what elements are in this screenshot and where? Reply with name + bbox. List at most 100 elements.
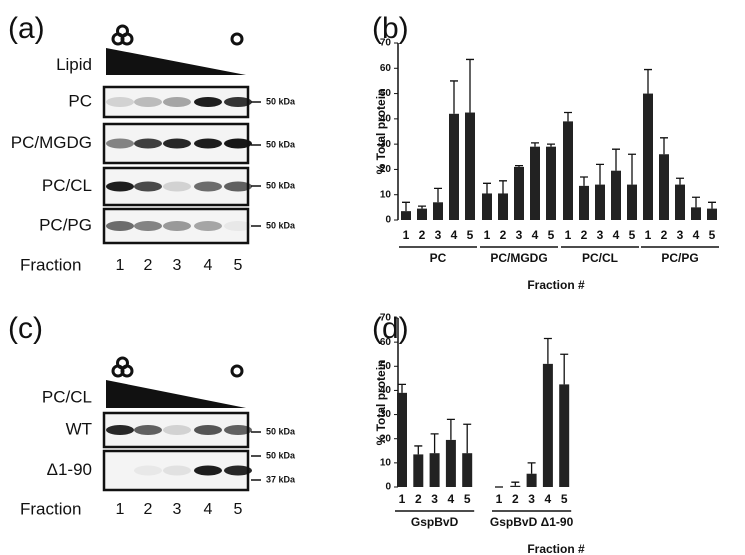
error-bar	[430, 433, 439, 454]
x-tick-label: 1	[496, 492, 503, 506]
error-bar	[644, 68, 652, 94]
band	[163, 425, 191, 435]
x-tick-label: 1	[645, 228, 652, 242]
x-tick-label: 3	[435, 228, 442, 242]
fraction-number: 3	[173, 257, 182, 274]
bar	[526, 473, 537, 487]
error-bar	[531, 142, 539, 147]
x-tick-label: 2	[581, 228, 588, 242]
error-bar	[463, 423, 472, 454]
x-axis-label: Fraction #	[527, 278, 585, 292]
bar	[530, 146, 540, 220]
error-bar	[483, 182, 491, 194]
group-label: GspBvD	[411, 515, 459, 529]
y-tick-label: 30	[380, 409, 392, 420]
marker-label: 50 kDa	[266, 220, 296, 230]
bar	[579, 185, 589, 220]
x-tick-label: 2	[415, 492, 422, 506]
band	[106, 425, 134, 435]
x-tick-label: 3	[516, 228, 523, 242]
fraction-number: 3	[173, 501, 182, 518]
y-tick-label: 50	[380, 88, 392, 99]
band	[134, 138, 162, 149]
error-bar	[446, 418, 455, 440]
x-tick-label: 4	[545, 492, 552, 506]
panel-label: (b)	[372, 12, 409, 45]
error-bar	[676, 177, 684, 185]
y-tick-label: 70	[380, 313, 392, 324]
y-tick-label: 40	[380, 113, 392, 124]
fraction-number: 5	[234, 257, 243, 274]
bar	[429, 453, 440, 487]
fraction-number: 4	[204, 501, 213, 518]
band	[163, 181, 191, 192]
panel-label: (a)	[8, 12, 45, 45]
y-tick-label: 60	[380, 63, 392, 74]
bar	[563, 121, 573, 220]
x-tick-label: 4	[613, 228, 620, 242]
row-label: WT	[66, 419, 92, 438]
error-bar	[527, 462, 536, 474]
bar	[514, 166, 524, 220]
icon	[116, 356, 129, 370]
band	[194, 138, 222, 149]
x-tick-label: 1	[399, 492, 406, 506]
gradient-triangle	[106, 380, 246, 408]
blot-header: Lipid	[56, 55, 92, 74]
x-tick-label: 1	[565, 228, 572, 242]
error-bar	[628, 153, 636, 185]
error-bar	[543, 337, 552, 364]
bar	[482, 193, 492, 220]
fraction-number: 4	[204, 257, 213, 274]
band	[224, 221, 252, 231]
row-label: PC/MGDG	[11, 133, 92, 152]
icon	[230, 364, 244, 378]
band	[224, 465, 252, 476]
blot-header: PC/CL	[42, 387, 92, 406]
bar	[433, 202, 443, 220]
bar	[510, 485, 521, 487]
marker-label: 37 kDa	[266, 474, 296, 484]
band	[134, 221, 162, 231]
error-bar	[612, 148, 620, 171]
bar	[445, 439, 456, 487]
x-tick-label: 2	[661, 228, 668, 242]
band	[163, 97, 191, 107]
error-bar	[564, 111, 572, 122]
error-bar	[418, 205, 426, 209]
bar	[691, 207, 701, 220]
x-tick-label: 3	[431, 492, 438, 506]
band	[134, 181, 162, 192]
error-bar	[547, 143, 555, 147]
x-tick-label: 3	[597, 228, 604, 242]
x-tick-label: 5	[467, 228, 474, 242]
band	[106, 221, 134, 231]
group-label: PC/MGDG	[490, 251, 547, 265]
marker-label: 50 kDa	[266, 426, 296, 436]
bar	[401, 211, 411, 220]
band	[224, 181, 252, 192]
bar	[465, 112, 475, 220]
error-bar	[596, 163, 604, 185]
x-tick-label: 4	[451, 228, 458, 242]
gradient-triangle	[106, 48, 246, 75]
y-tick-label: 20	[380, 164, 392, 175]
fraction-number: 1	[116, 257, 125, 274]
group-label: GspBvD Δ1-90	[490, 515, 574, 529]
error-bar	[560, 353, 569, 385]
y-tick-label: 70	[380, 38, 392, 49]
y-tick-label: 40	[380, 385, 392, 396]
x-tick-label: 5	[561, 492, 568, 506]
band	[163, 465, 191, 476]
band	[194, 97, 222, 107]
x-tick-label: 1	[403, 228, 410, 242]
blot-frame	[102, 207, 250, 245]
x-tick-label: 2	[512, 492, 519, 506]
icon	[116, 24, 129, 38]
band	[194, 425, 222, 435]
marker-label: 50 kDa	[266, 96, 296, 106]
x-tick-label: 4	[448, 492, 455, 506]
error-bar	[511, 481, 520, 486]
fraction-label: Fraction	[20, 255, 81, 274]
